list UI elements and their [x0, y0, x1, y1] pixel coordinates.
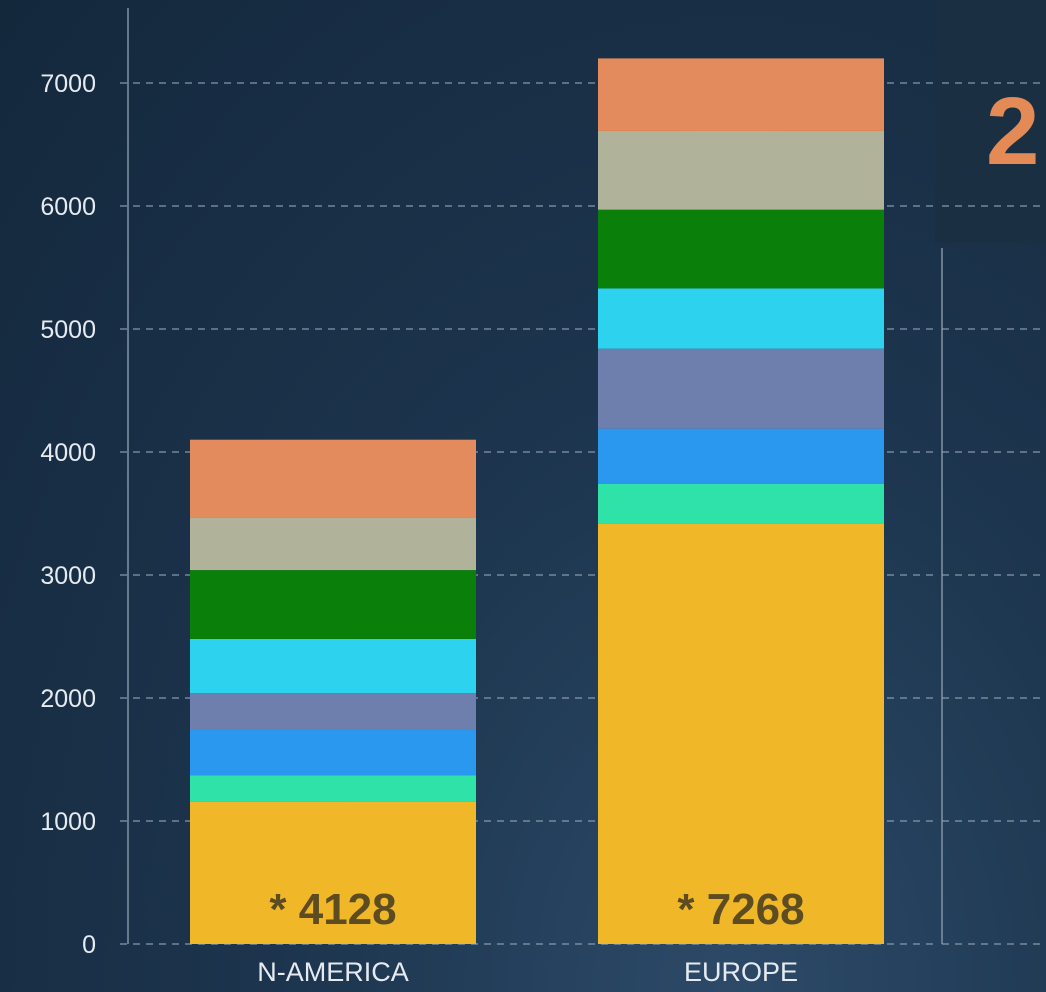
bar-segment-n-america-6 [190, 570, 476, 639]
bar-segment-europe-1 [598, 523, 884, 944]
bar-stack-n-america [190, 439, 476, 944]
x-category-label: N-AMERICA [257, 957, 409, 987]
bar-segment-europe-8 [598, 58, 884, 131]
bar-segment-europe-6 [598, 209, 884, 289]
badge-text: 2 [986, 78, 1039, 185]
category-labels: * 4128 N-AMERICA * 7268 EUROPE [257, 885, 804, 987]
y-tick-label: 6000 [40, 193, 96, 221]
bar-segment-n-america-7 [190, 517, 476, 571]
partial-title-badge: 2 [935, 0, 1046, 243]
y-tick-label: 1000 [40, 808, 96, 836]
bar-segment-n-america-3 [190, 729, 476, 776]
bar-segment-n-america-2 [190, 775, 476, 802]
bar-segment-europe-7 [598, 130, 884, 210]
bar-segment-n-america-8 [190, 439, 476, 518]
bar-segment-n-america-5 [190, 638, 476, 694]
bar-segment-n-america-1 [190, 801, 476, 944]
bar-total-label: * 4128 [269, 885, 396, 934]
bar-segment-europe-2 [598, 483, 884, 524]
badge-background [935, 0, 1046, 243]
bar-segment-europe-3 [598, 428, 884, 484]
bar-segment-europe-5 [598, 288, 884, 349]
x-category-label: EUROPE [684, 957, 798, 987]
y-tick-label: 4000 [40, 439, 96, 467]
y-tick-label: 3000 [40, 562, 96, 590]
y-tick-label: 2000 [40, 685, 96, 713]
bar-segment-europe-4 [598, 348, 884, 429]
y-axis-ticks: 0 1000 2000 3000 4000 5000 6000 7000 [40, 70, 96, 959]
bar-total-label: * 7268 [677, 885, 804, 934]
bar-stack-europe [598, 58, 884, 944]
bars [190, 58, 884, 944]
y-tick-label: 0 [82, 931, 96, 959]
bar-segment-n-america-4 [190, 693, 476, 730]
y-tick-label: 7000 [40, 70, 96, 98]
y-tick-label: 5000 [40, 316, 96, 344]
